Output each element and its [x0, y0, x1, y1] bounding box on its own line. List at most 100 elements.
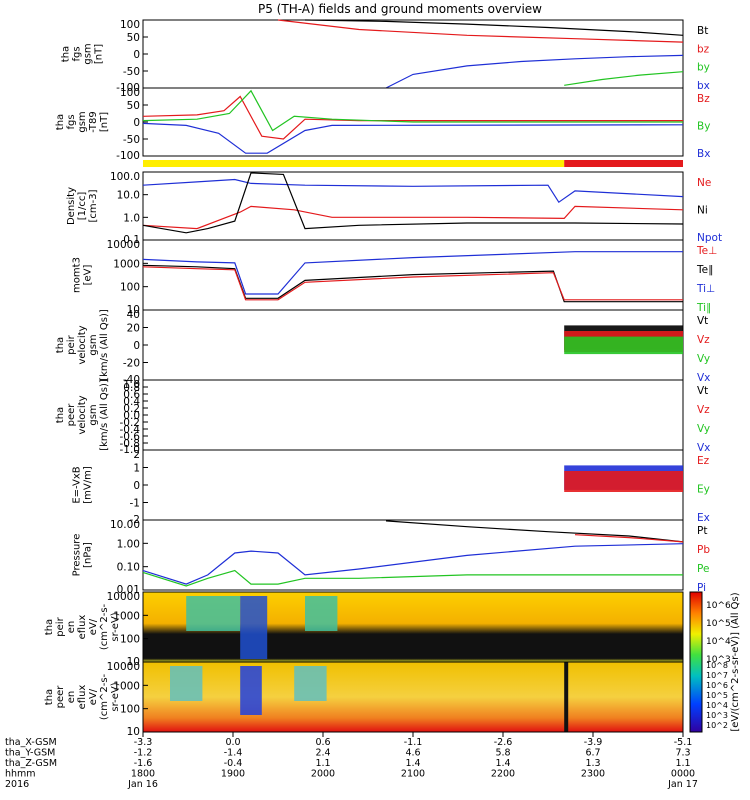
legend-entry: Bz: [697, 93, 710, 105]
x-tick-label: -1.6: [134, 758, 153, 769]
y-tick-label: 10.0: [117, 190, 140, 202]
legend-entry: bz: [697, 43, 710, 55]
y-axis-label: (cm^2-s-: [99, 603, 110, 650]
y-axis-label: en: [66, 691, 77, 704]
y-axis-label: [nT]: [94, 44, 105, 64]
y-axis-label: eV/: [88, 688, 99, 705]
spectrogram-feature: [170, 666, 203, 701]
legend-entry: Te∥: [696, 264, 713, 276]
legend-entry: Bx: [697, 148, 710, 160]
noise-red: [564, 471, 683, 492]
y-tick-label: 2: [133, 449, 140, 461]
y-axis-label: tha: [44, 689, 55, 705]
y-axis-label: eV/: [88, 618, 99, 635]
y-axis-label: peir: [55, 616, 66, 636]
y-axis-label: tha: [44, 619, 55, 635]
y-axis-label: [nPa]: [83, 542, 94, 568]
y-tick-label: 100: [120, 704, 140, 716]
x-tick-label: -3.3: [134, 737, 153, 748]
x-tick-label: 2.4: [315, 748, 330, 759]
legend-entry: Npot: [697, 232, 722, 244]
series-By: [142, 89, 683, 132]
y-tick-label: -0.2: [120, 417, 141, 429]
legend-entry: by: [697, 62, 710, 74]
x-tick-label: 0.0: [225, 737, 240, 748]
x-tick-label: 1.3: [585, 758, 600, 769]
x-row-label: tha_Y-GSM: [5, 748, 55, 759]
x-tick-label: -1.1: [404, 737, 423, 748]
y-tick-label: -100: [116, 150, 140, 162]
y-tick-label: 0: [133, 49, 140, 61]
legend-entry: Vx: [697, 442, 710, 454]
series-Pt: [385, 520, 684, 543]
y-tick-label: 1.00: [117, 538, 140, 550]
y-tick-label: 100.0: [110, 171, 140, 183]
spectrogram-feature: [186, 596, 241, 631]
legend-entry: Te⊥: [696, 245, 717, 257]
noise-green: [564, 336, 683, 355]
y-axis-label: velocity: [77, 325, 88, 364]
colorbar-tick: 10^7: [706, 671, 728, 680]
y-tick-label: 0.1: [123, 234, 140, 246]
x-axis: tha_X-GSM -3.3 0.0 0.6 -1.1 -2.6 -3.9 -5.1 tha_Y…: [5, 732, 698, 790]
x-tick-label: -1.2: [134, 748, 153, 759]
y-axis-label: (cm^2-s-: [99, 673, 110, 720]
x-tick-label: 2300: [581, 769, 605, 780]
x-tick-label: 1.1: [675, 758, 690, 769]
y-tick-label: 0.6: [123, 389, 140, 401]
y-tick-label: 0.10: [117, 562, 140, 574]
panel-vxb: 2 1 0 -1 -2 E=-VxB [mV/m] Ez Ey Ex: [72, 449, 710, 526]
y-tick-label: -40: [123, 374, 140, 386]
x-tick-label: -3.9: [584, 737, 603, 748]
x-tick-label: 1.1: [315, 758, 330, 769]
y-axis-label: tha: [61, 46, 72, 62]
series-Bt: [304, 19, 684, 36]
colorbar-tick: 10^6: [706, 681, 728, 690]
colorbar-tick: 10^4: [706, 637, 731, 647]
y-axis-label: fgs: [66, 114, 77, 129]
x-tick-label: 1900: [221, 769, 245, 780]
x-tick-label: -0.4: [224, 758, 243, 769]
series-Pi: [142, 543, 684, 585]
legend-entry: Ti⊥: [696, 283, 715, 295]
y-tick-label: -50: [123, 66, 140, 78]
y-tick-label: 1.0: [123, 212, 140, 224]
y-tick-label: 100: [120, 282, 140, 294]
y-tick-label: -1.0: [120, 444, 141, 456]
y-tick-label: 0.0: [123, 410, 140, 422]
series-Ni: [142, 172, 684, 234]
legend-entry: Ey: [697, 484, 710, 496]
y-axis-label: tha: [55, 114, 66, 130]
x-row-label: 2016: [5, 779, 29, 790]
y-axis-label: [nT]: [99, 112, 110, 132]
colorbar-tick: 10^5: [706, 619, 731, 629]
spectrogram-feature: [240, 666, 262, 715]
y-tick-label: 10000: [107, 239, 140, 251]
series-bz: [277, 19, 684, 43]
y-tick-label: 10: [127, 304, 140, 316]
y-tick-label: -1: [130, 498, 140, 510]
y-tick-label: 10: [127, 726, 140, 738]
legend-entry: Ne: [697, 177, 711, 189]
series-Pe: [142, 569, 683, 587]
y-tick-label: 50: [127, 32, 140, 44]
x-tick-label: 5.8: [495, 748, 510, 759]
y-tick-label: 10000: [107, 661, 140, 673]
y-axis-label: gsm: [83, 43, 94, 64]
y-axis-label: tha: [55, 337, 66, 353]
x-tick-label: 1.4: [495, 758, 510, 769]
y-axis-label: E=-VxB: [72, 466, 83, 503]
y-axis-label: peir: [66, 334, 77, 354]
y-tick-label: 100: [120, 19, 140, 31]
y-axis-label: eflux: [77, 615, 88, 640]
panel-frame: [142, 379, 684, 451]
spectrogram: [143, 662, 683, 732]
legend-entry: Vz: [697, 404, 710, 416]
y-axis-label: sr-eV): [110, 682, 121, 711]
y-axis-label: -T89: [88, 111, 99, 133]
y-axis-label: [km/s (All Qs)]: [99, 379, 110, 451]
mode-bars: [143, 160, 683, 167]
